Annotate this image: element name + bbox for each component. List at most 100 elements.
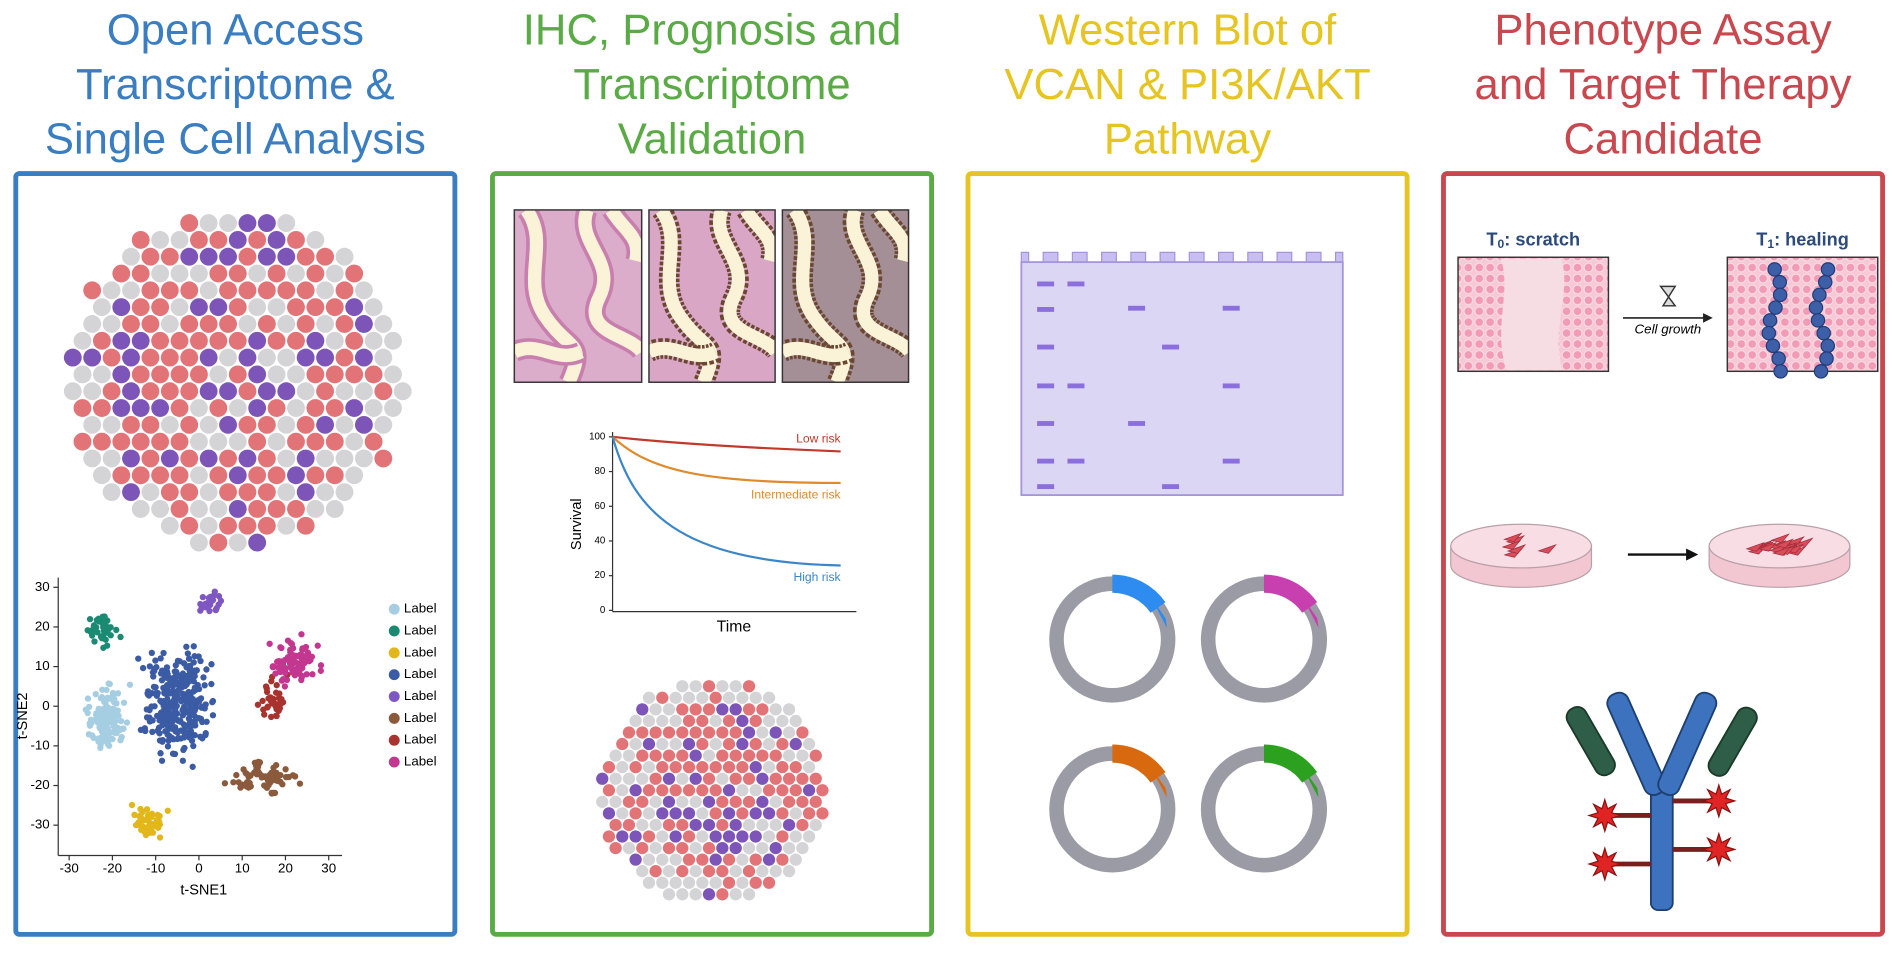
cell-point bbox=[208, 680, 215, 688]
gel-band bbox=[1037, 421, 1055, 426]
y-tick-label: 10 bbox=[35, 658, 50, 673]
cell-point bbox=[211, 588, 218, 595]
spot bbox=[296, 315, 315, 333]
spot bbox=[287, 331, 305, 350]
spot bbox=[219, 516, 237, 535]
cell-point bbox=[100, 644, 107, 651]
cell-point bbox=[190, 742, 197, 750]
spot bbox=[92, 466, 111, 485]
cell-point bbox=[95, 615, 102, 622]
spot bbox=[180, 214, 199, 233]
spot bbox=[796, 772, 809, 785]
spot bbox=[649, 841, 662, 855]
spot bbox=[199, 281, 218, 300]
spot bbox=[199, 516, 218, 535]
cell-point bbox=[95, 708, 102, 715]
ihc-image bbox=[782, 209, 909, 383]
spot bbox=[776, 853, 789, 866]
cell-point bbox=[297, 665, 304, 672]
spot bbox=[306, 264, 325, 283]
spot bbox=[296, 415, 315, 434]
spot bbox=[248, 264, 267, 283]
cell-point bbox=[159, 667, 166, 674]
spot bbox=[374, 449, 393, 468]
spot bbox=[789, 784, 802, 797]
heavy-chain bbox=[1649, 775, 1674, 912]
spot bbox=[702, 726, 716, 739]
spot bbox=[662, 795, 676, 808]
legend-swatch bbox=[388, 734, 400, 746]
spot bbox=[662, 772, 676, 785]
y-tick-label: 40 bbox=[595, 536, 606, 547]
spot bbox=[122, 247, 140, 266]
spot bbox=[749, 761, 762, 774]
spot bbox=[238, 483, 257, 502]
cell-point bbox=[143, 706, 150, 713]
spot bbox=[131, 466, 150, 485]
spot bbox=[722, 876, 736, 889]
gel-band bbox=[1067, 383, 1085, 389]
cell-point bbox=[288, 665, 295, 672]
spot bbox=[656, 737, 669, 751]
spot bbox=[782, 726, 796, 739]
spot bbox=[248, 466, 267, 485]
cell-point bbox=[155, 724, 163, 731]
x-tick-label: -20 bbox=[103, 860, 122, 875]
cell-point bbox=[107, 710, 114, 717]
spot bbox=[676, 841, 689, 855]
spatial-spots bbox=[63, 214, 412, 552]
spot bbox=[702, 841, 716, 855]
spot bbox=[602, 830, 616, 843]
cell-point bbox=[291, 773, 299, 780]
spot bbox=[83, 415, 102, 434]
spot bbox=[696, 876, 709, 889]
spot bbox=[354, 415, 373, 434]
legend-label: Label bbox=[404, 601, 437, 616]
x-tick-label: 10 bbox=[235, 860, 250, 875]
spot bbox=[170, 466, 189, 485]
spot bbox=[131, 331, 150, 350]
spot bbox=[73, 432, 92, 451]
spot bbox=[354, 281, 373, 300]
cell-point bbox=[191, 653, 198, 660]
y-tick-label: 100 bbox=[589, 431, 606, 442]
spot bbox=[702, 703, 716, 716]
spot bbox=[287, 466, 305, 485]
spot bbox=[296, 382, 315, 401]
spot bbox=[736, 691, 749, 704]
spot bbox=[190, 365, 208, 384]
spot bbox=[316, 247, 335, 266]
spot bbox=[742, 841, 756, 855]
cell-point bbox=[282, 773, 290, 781]
cell-point bbox=[254, 701, 262, 708]
survival-curve bbox=[611, 436, 841, 567]
spot bbox=[642, 761, 656, 774]
migrating-cell bbox=[1772, 287, 1788, 303]
cell-point bbox=[86, 722, 94, 729]
cell-point bbox=[279, 662, 287, 669]
stroma bbox=[782, 341, 853, 363]
spot bbox=[669, 784, 682, 797]
spot bbox=[296, 483, 315, 502]
migrating-cell bbox=[1768, 300, 1783, 315]
cell-point bbox=[113, 700, 120, 707]
spot bbox=[682, 830, 696, 843]
spot bbox=[642, 876, 656, 889]
spot bbox=[316, 449, 335, 468]
spot bbox=[656, 853, 669, 866]
legend-label: Label bbox=[404, 688, 437, 703]
spot bbox=[219, 483, 237, 502]
spot bbox=[180, 247, 199, 266]
spot bbox=[662, 841, 676, 855]
spot bbox=[287, 365, 305, 384]
spot bbox=[716, 888, 729, 901]
cell-point bbox=[137, 812, 144, 819]
spot bbox=[219, 315, 237, 333]
spot bbox=[642, 807, 656, 820]
spot bbox=[180, 315, 199, 333]
spot bbox=[662, 703, 676, 716]
spot bbox=[354, 348, 373, 367]
spot bbox=[248, 533, 267, 552]
spot bbox=[676, 772, 689, 785]
spot bbox=[238, 449, 257, 468]
